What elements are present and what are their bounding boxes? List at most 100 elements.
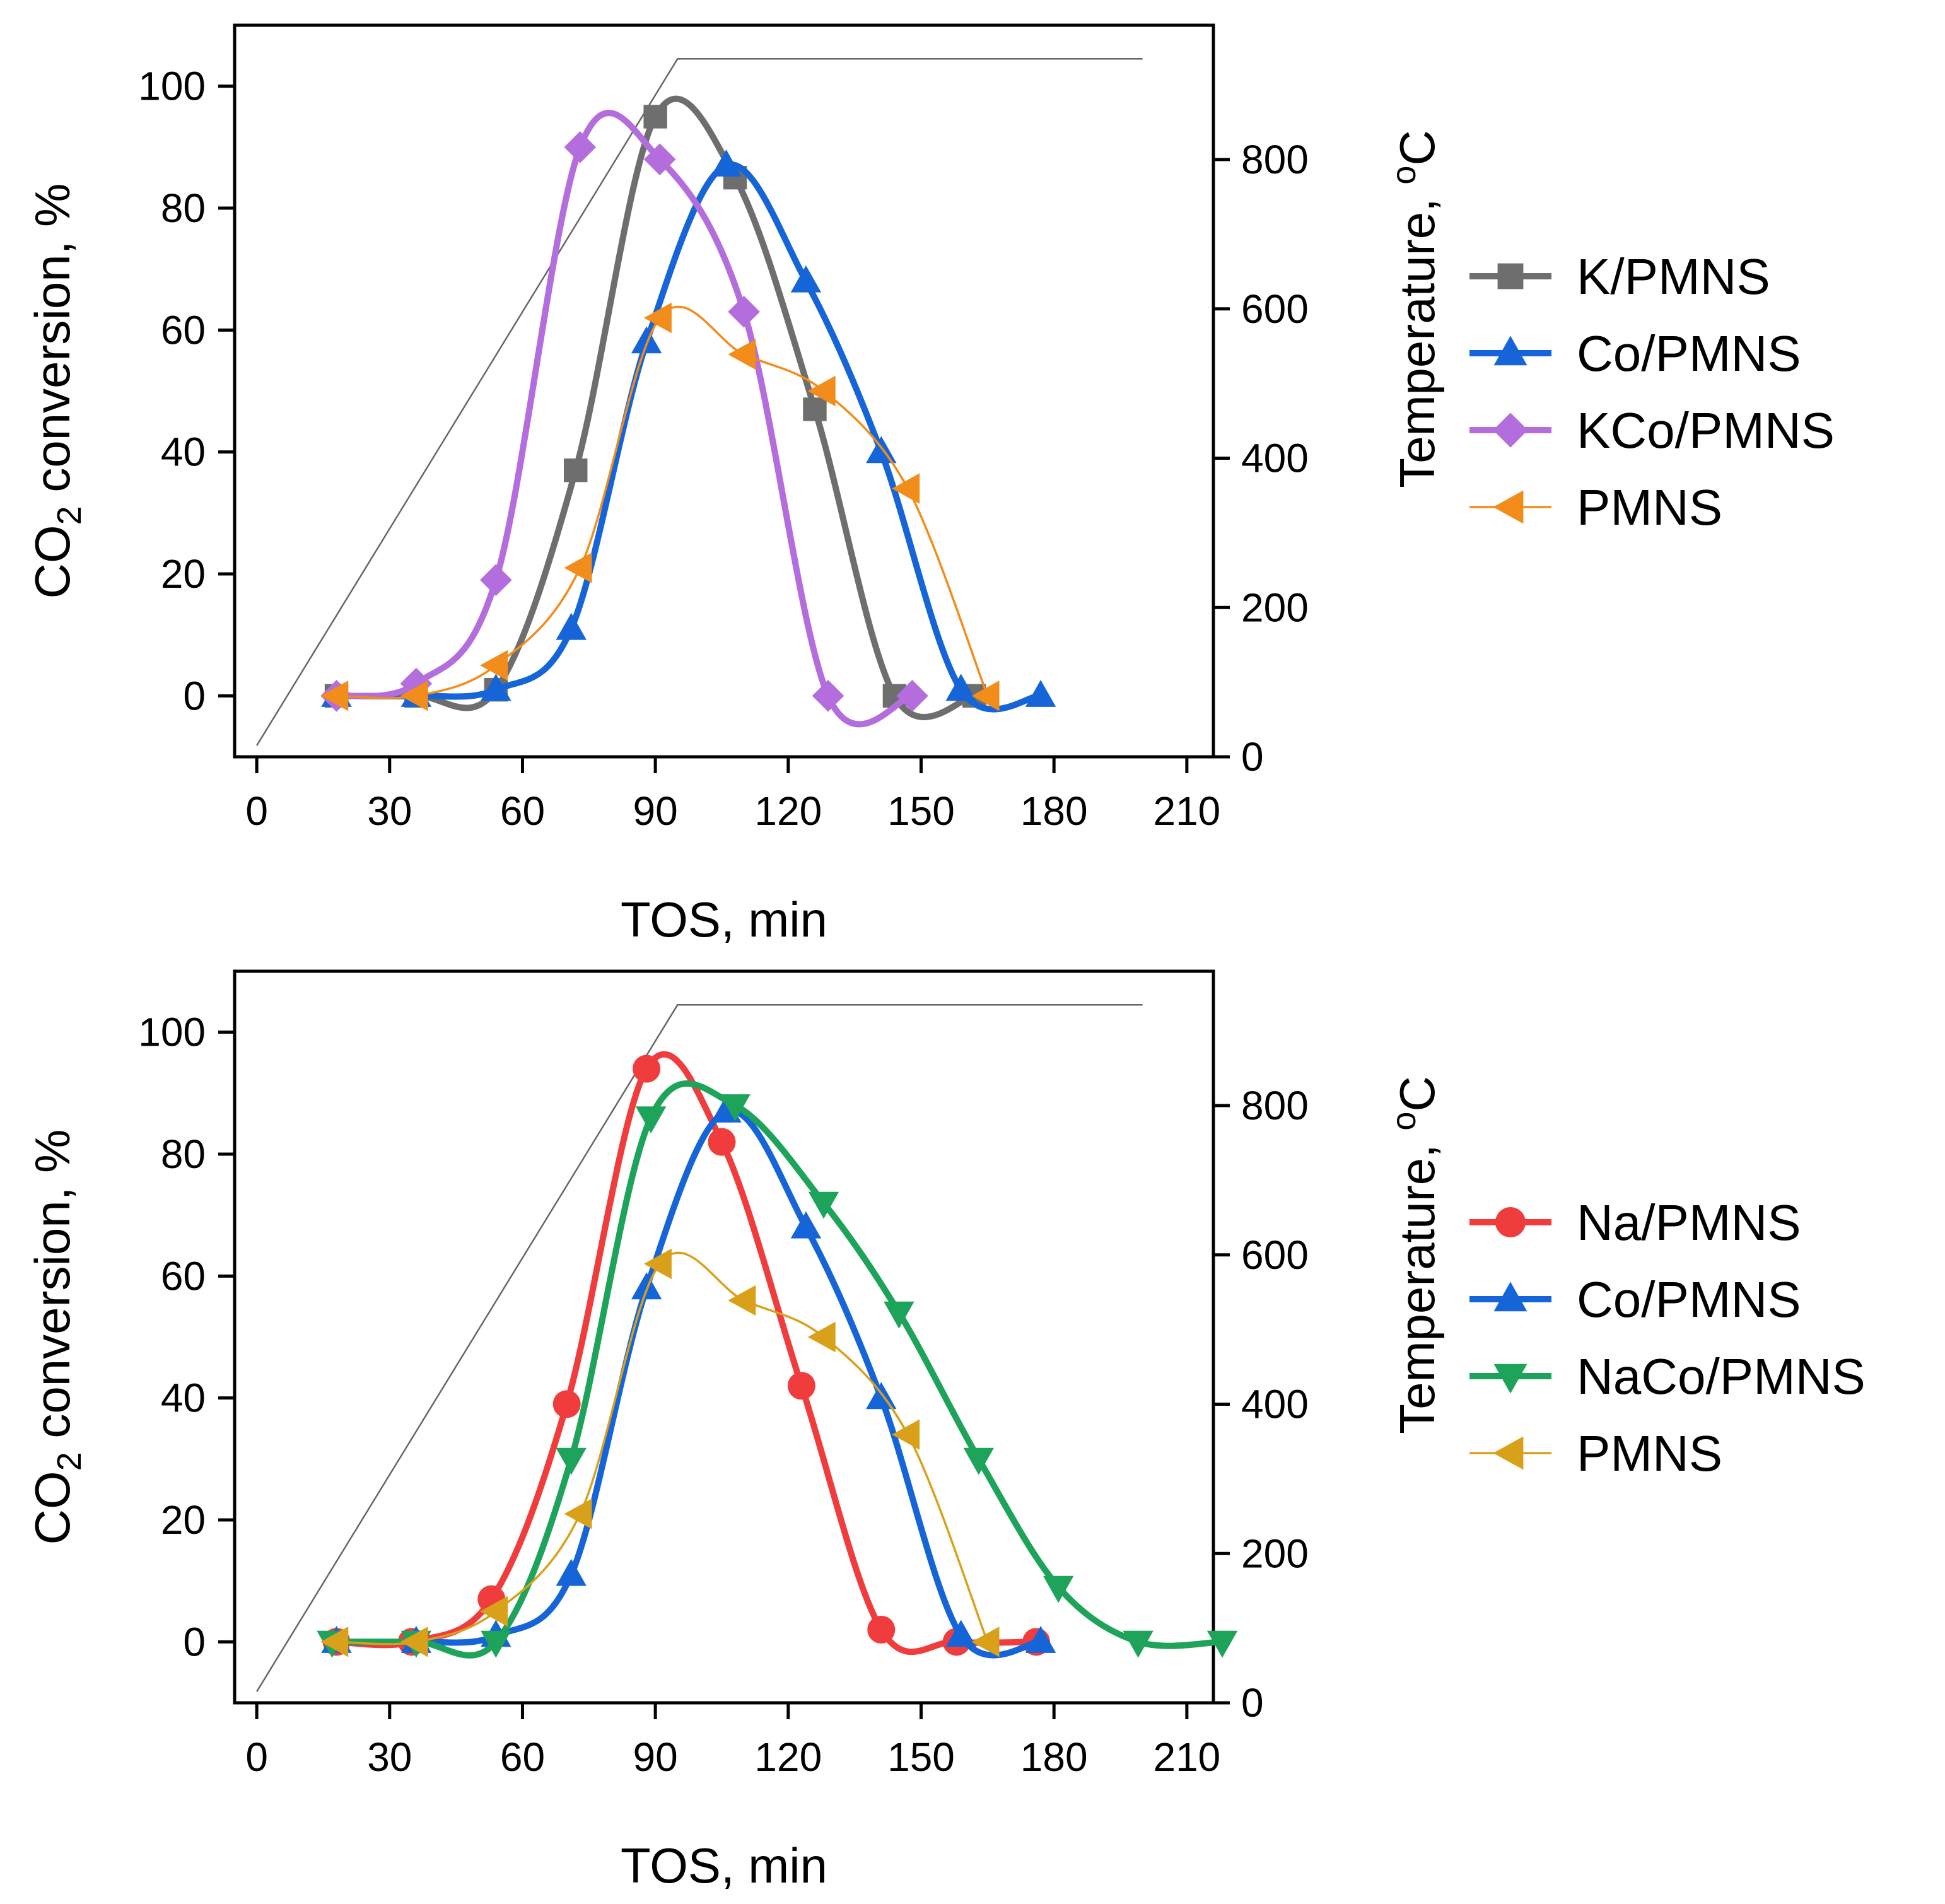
data-point: [1123, 1630, 1154, 1658]
data-point: [556, 1558, 587, 1586]
data-point: [556, 1447, 587, 1475]
y-left-tick-label: 80: [161, 1131, 206, 1177]
series-line: [333, 110, 916, 728]
legend-label: Na/PMNS: [1577, 1194, 1801, 1251]
data-point: [790, 265, 822, 293]
legend-entry: PMNS: [1469, 479, 1722, 535]
y-left-tick-label: 100: [138, 64, 206, 109]
y-left-tick-label: 40: [161, 1375, 206, 1421]
y-right-tick-label: 0: [1241, 734, 1264, 780]
data-point: [708, 1128, 736, 1156]
legend-label: PMNS: [1577, 1425, 1722, 1481]
legend-entry: KCo/PMNS: [1469, 402, 1835, 458]
legend-entry: NaCo/PMNS: [1469, 1348, 1866, 1405]
y-left-tick-label: 60: [161, 1253, 206, 1299]
data-point: [556, 612, 587, 640]
data-point: [564, 458, 588, 482]
series-line: [336, 305, 989, 699]
data-point: [320, 680, 349, 711]
data-point: [564, 1498, 592, 1529]
legend-marker: [1493, 490, 1524, 524]
y-right-title-part: C: [1389, 130, 1445, 165]
data-point: [945, 1620, 976, 1647]
x-tick-label: 0: [245, 788, 268, 834]
y-right-title-part: C: [1389, 1076, 1445, 1111]
legend-entry: Co/PMNS: [1469, 325, 1801, 382]
data-point: [320, 1627, 349, 1657]
y-left-axis-title: CO2 conversion, %: [25, 184, 88, 599]
y-right-tick-label: 400: [1241, 436, 1309, 481]
chart-panel-bottom: 0 30 60 90 120 150 180 210 0 20 40 60 80 100 0 200 400 60…: [25, 969, 1866, 1893]
data-point: [728, 1285, 756, 1316]
x-tick-label: 210: [1153, 788, 1220, 834]
data-point: [643, 302, 672, 334]
data-point: [728, 296, 760, 328]
y-left-title-subscript: 2: [50, 1452, 88, 1471]
data-point: [866, 1382, 897, 1410]
x-tick-label: 180: [1020, 1734, 1088, 1780]
data-point: [892, 1419, 920, 1450]
data-point: [808, 1191, 839, 1219]
y-right-tick-label: 200: [1241, 1531, 1309, 1576]
data-point: [643, 1248, 672, 1280]
data-point: [807, 375, 836, 407]
data-point: [631, 1272, 662, 1300]
data-point: [564, 552, 592, 583]
y-right-tick-label: 800: [1241, 137, 1309, 182]
y-left-tick-label: 20: [161, 1497, 206, 1543]
data-point: [481, 1630, 511, 1658]
plot-frame: [233, 23, 1215, 759]
data-point: [720, 1094, 751, 1121]
temperature-profile-line: [256, 58, 1143, 746]
legend-marker: [1493, 1364, 1527, 1394]
data-point: [400, 680, 428, 711]
y-left-title-part: CO: [25, 525, 80, 599]
series-line: [333, 95, 978, 720]
legend-label: NaCo/PMNS: [1577, 1348, 1866, 1405]
data-point: [643, 143, 676, 175]
x-tick-label: 60: [500, 788, 545, 834]
data-point: [803, 397, 827, 421]
x-tick-label: 30: [367, 788, 412, 834]
data-point: [896, 680, 928, 712]
y-left-axis-title: CO2 conversion, %: [25, 1130, 88, 1545]
data-point: [892, 473, 920, 504]
x-tick-label: 90: [633, 1734, 678, 1780]
legend-label: PMNS: [1577, 479, 1722, 535]
y-right-tick-label: 600: [1241, 1232, 1309, 1278]
y-right-tick-label: 0: [1241, 1680, 1264, 1726]
y-right-title-part: Temperature,: [1389, 185, 1445, 488]
data-point: [400, 1627, 428, 1657]
legend-label: KCo/PMNS: [1577, 402, 1835, 458]
y-left-tick-label: 60: [161, 307, 206, 353]
series-k-pmns: [324, 95, 986, 720]
x-tick-label: 0: [245, 1734, 268, 1780]
data-point: [480, 650, 508, 681]
series-co-pmns: [321, 1095, 1056, 1659]
data-point: [631, 326, 662, 354]
data-point: [812, 680, 844, 712]
series-pmns: [320, 302, 1000, 711]
series-co-pmns: [321, 149, 1056, 713]
y-right-tick-label: 800: [1241, 1083, 1309, 1128]
x-tick-label: 150: [887, 1734, 955, 1780]
y-left-tick-label: 40: [161, 429, 206, 475]
legend-marker: [1497, 263, 1524, 289]
y-right-tick-label: 200: [1241, 585, 1309, 630]
legend-marker: [1493, 1282, 1527, 1312]
legend-entry: K/PMNS: [1469, 248, 1770, 305]
y-left-tick-label: 0: [183, 673, 206, 718]
x-tick-label: 150: [887, 788, 955, 834]
data-point: [807, 1321, 836, 1353]
series-line: [333, 161, 1044, 713]
y-left-title-part: conversion, %: [25, 1130, 80, 1452]
data-point: [552, 1390, 581, 1418]
y-left-title-part: CO: [25, 1471, 80, 1545]
x-tick-label: 60: [500, 1734, 545, 1780]
data-point: [400, 667, 433, 700]
data-point: [480, 1596, 508, 1627]
y-left-title-part: conversion, %: [25, 184, 80, 506]
y-right-tick-label: 400: [1241, 1382, 1309, 1427]
y-right-title-superscript: o: [1385, 166, 1423, 185]
